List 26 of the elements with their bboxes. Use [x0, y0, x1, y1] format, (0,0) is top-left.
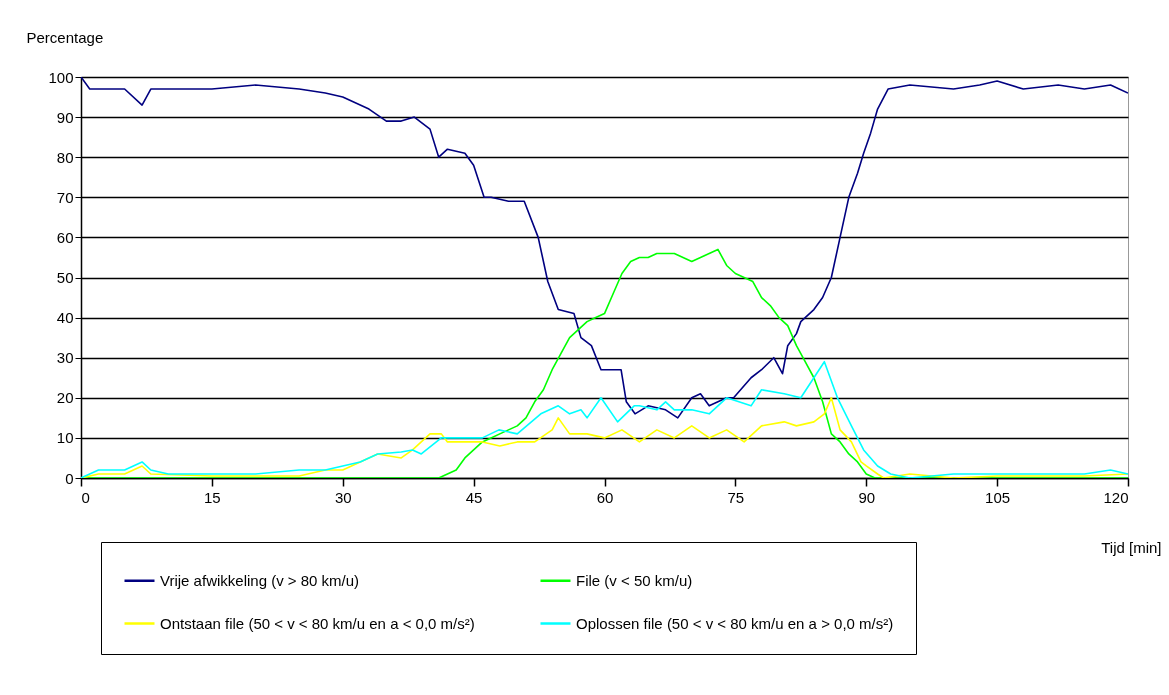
x-tick-label: 60 — [596, 488, 614, 506]
x-tick-label: 30 — [334, 488, 352, 506]
y-tick-label: 100 — [48, 68, 74, 86]
x-tick-label: 120 — [1103, 488, 1129, 506]
y-tick-label: 40 — [56, 309, 74, 327]
x-tick-label: 15 — [204, 488, 221, 506]
y-tick-label: 70 — [56, 188, 74, 206]
x-tick-label: 0 — [81, 488, 90, 506]
y-tick-label: 30 — [56, 349, 74, 367]
x-tick-label: 45 — [465, 488, 483, 506]
x-tick-label: 75 — [727, 488, 745, 506]
y-tick-label: 50 — [56, 269, 74, 286]
legend-label: File (v < 50 km/u) — [576, 571, 693, 589]
y-tick-label: 0 — [65, 469, 74, 487]
y-tick-label: 60 — [56, 228, 74, 246]
legend-label: Vrije afwikkeling (v > 80 km/u) — [160, 571, 360, 589]
x-tick-label: 105 — [985, 488, 1011, 506]
y-axis-title: Percentage — [26, 28, 104, 46]
y-tick-label: 20 — [56, 389, 74, 407]
y-tick-label: 80 — [56, 148, 74, 166]
y-tick-label: 90 — [56, 108, 74, 126]
x-axis-title: Tijd [min] — [1101, 538, 1162, 556]
y-tick-label: 10 — [56, 429, 74, 447]
legend-label: Oplossen file (50 < v < 80 km/u en a > 0,0 m/s²) — [576, 614, 894, 632]
legend-label: Ontstaan file (50 < v < 80 km/u en a < 0,0 m/s²) — [160, 614, 475, 632]
x-tick-label: 90 — [858, 488, 876, 506]
